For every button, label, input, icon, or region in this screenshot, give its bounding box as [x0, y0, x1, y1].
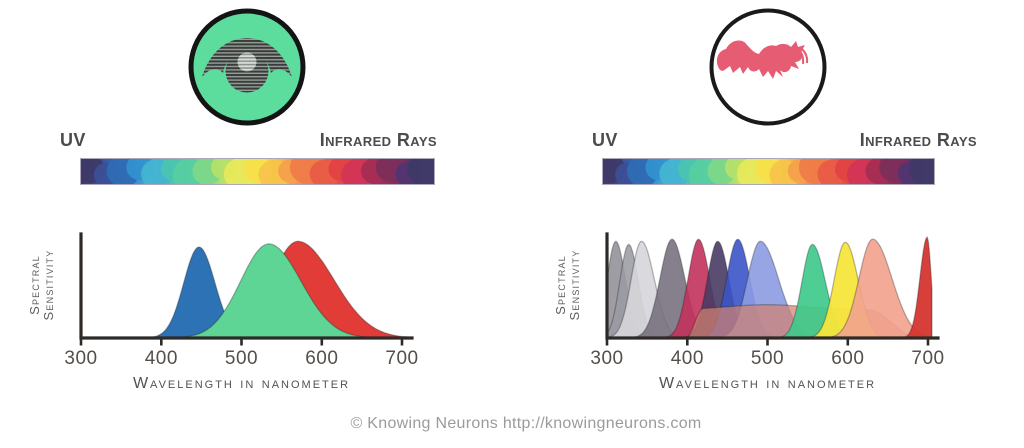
x-axis-tick-label: 500	[751, 348, 784, 369]
shrimp-antenna	[801, 48, 809, 64]
x-axis-tick-label: 700	[385, 348, 418, 369]
spectrum-blob	[908, 159, 934, 184]
x-axis-tick-label: 300	[590, 348, 623, 369]
credit-footer: © Knowing Neurons http://knowingneurons.…	[350, 415, 702, 432]
spectrum-blob	[407, 159, 434, 184]
x-axis-tick-label: 300	[64, 348, 97, 369]
eye-lid-shape	[202, 38, 292, 77]
uv-label: UV	[592, 130, 618, 150]
series-photoreceptor-12-red	[903, 235, 933, 339]
spectrum-bar-gradient	[81, 159, 434, 184]
x-axis-tick-label: 500	[225, 348, 258, 369]
panel-human: UV Infrared Rays 300 400 500 600 700 Waveleng…	[27, 8, 437, 392]
x-axis-tick-label: 600	[831, 348, 864, 369]
mantis-shrimp-icon	[709, 8, 827, 126]
mantis-shrimp-spectral-sensitivity-chart: 300 400 500 600 700 Wavelength in nanometer Sp…	[553, 232, 944, 392]
x-axis-title: Wavelength in nanometer	[133, 375, 350, 392]
infrared-rays-label: Infrared Rays	[859, 130, 977, 150]
y-axis-title: Spectral Sensitivity	[27, 250, 56, 321]
panel-mantis-shrimp: UV Infrared Rays 300 400 500 600 700 Waveleng…	[512, 0, 1024, 448]
eye-pupil-highlight	[237, 52, 257, 72]
x-axis-tick-label: 600	[305, 348, 338, 369]
x-axis-tick-label: 700	[911, 348, 944, 369]
svg-text:Spectral: Spectral	[27, 255, 42, 315]
spectrum-bar-gradient	[603, 159, 934, 184]
infrared-rays-label: Infrared Rays	[319, 130, 437, 150]
svg-text:Sensitivity: Sensitivity	[41, 250, 56, 321]
human-eye-icon	[188, 8, 306, 126]
human-spectral-sensitivity-chart: 300 400 500 600 700 Wavelength in nanometer Sp…	[27, 232, 418, 392]
svg-text:Sensitivity: Sensitivity	[567, 250, 582, 321]
uv-label: UV	[60, 130, 86, 150]
spectrum-bar	[602, 158, 935, 185]
spectrum-bar	[80, 158, 435, 185]
x-axis-title: Wavelength in nanometer	[659, 375, 876, 392]
y-axis-title: Spectral Sensitivity	[553, 250, 582, 321]
x-axis-tick-label: 400	[671, 348, 704, 369]
shrimp-antenna	[796, 46, 805, 65]
x-axis-tick-label: 400	[145, 348, 178, 369]
shrimp-silhouette	[716, 40, 805, 79]
series-green-cone	[176, 243, 375, 339]
svg-text:Spectral: Spectral	[553, 255, 568, 315]
